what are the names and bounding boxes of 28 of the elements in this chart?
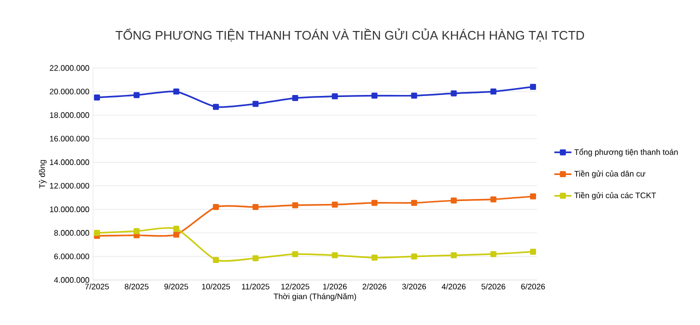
y-tick-label: 20.000.000 <box>50 88 90 94</box>
y-tick-label: 10.000.000 <box>50 206 90 212</box>
y-tick-label: 16.000.000 <box>50 136 90 142</box>
x-tick-label: 9/2025 <box>164 284 188 290</box>
x-tick-label: 3/2026 <box>402 284 426 290</box>
y-tick-label: 14.000.000 <box>50 159 90 166</box>
x-tick-label: 5/2026 <box>481 284 506 290</box>
x-tick-label: 2/2026 <box>362 284 386 290</box>
y-tick-label: 22.000.000 <box>50 65 90 71</box>
y-tick-label: 12.000.000 <box>50 182 90 189</box>
x-tick-label: 6/2026 <box>521 284 545 290</box>
x-axis-title: Thời gian (Tháng/Năm) <box>274 293 356 301</box>
y-tick-label: 4.000.000 <box>54 277 90 283</box>
legend-label: Tiền gửi của các TCKT <box>574 192 656 200</box>
chart-title: TỔNG PHƯƠNG TIỆN THANH TOÁN VÀ TIỀN GỬI CỦA KHÁCH HÀNG TẠI TCTD <box>116 28 584 42</box>
x-tick-label: 8/2025 <box>124 284 149 290</box>
x-tick-label: 7/2025 <box>85 284 109 290</box>
y-tick-label: 8.000.000 <box>54 230 90 236</box>
y-tick-label: 18.000.000 <box>50 112 90 118</box>
x-tick-label: 4/2026 <box>442 284 466 290</box>
x-tick-label: 12/2025 <box>281 284 310 290</box>
x-tick-label: 11/2025 <box>242 284 270 290</box>
legend-label: Tiền gửi của dân cư <box>574 170 646 178</box>
x-tick-label: 10/2025 <box>202 284 230 290</box>
y-axis-title: Tỷ đồng <box>38 160 47 188</box>
legend-label: Tổng phương tiện thanh toán <box>574 148 678 156</box>
y-tick-label: 6.000.000 <box>54 254 90 260</box>
x-tick-label: 1/2026 <box>323 284 347 290</box>
